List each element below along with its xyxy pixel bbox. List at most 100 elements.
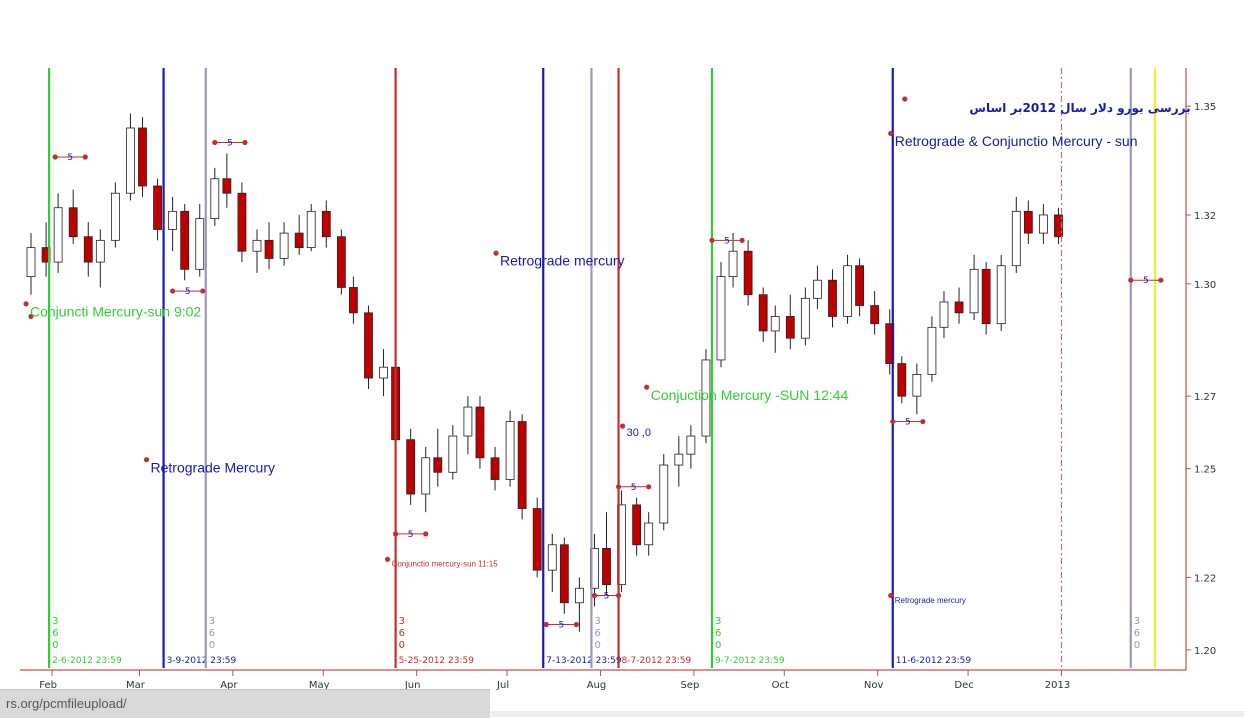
x-axis-tick-label: Jul [496, 680, 509, 691]
price-marker-label: 5 [604, 592, 610, 602]
candle-body [855, 265, 865, 306]
candle-body [252, 239, 262, 252]
candle-body [126, 127, 135, 194]
candle-body [770, 316, 780, 332]
event-line-marker: 3 [594, 616, 600, 627]
candle-body [53, 207, 63, 263]
candle-body [222, 178, 232, 194]
price-marker-dot [709, 237, 715, 243]
candle-body [574, 587, 584, 604]
candle-body [279, 232, 289, 259]
price-marker-dot [52, 154, 58, 160]
y-axis-tick-label: 1.32 [1194, 211, 1216, 222]
candle-body [153, 185, 162, 230]
annotation-text: Conjuncti Mercury-sun 9:02 [30, 303, 201, 319]
annotation-text: Conjunctio mercury-sun 11:15 [392, 560, 499, 569]
candle-body [785, 316, 795, 339]
candle-body [306, 210, 316, 248]
axes-layer: Feb Mar Apr May Jun Jul Aug Sep Oct Nov Dec 2013 1.3… [20, 68, 1216, 691]
y-axis-tick-label: 1.35 [1194, 102, 1216, 113]
x-axis-tick-label: Dec [954, 680, 973, 691]
event-line-date-label: 8-7-2012 23:59 [622, 656, 692, 666]
candle-body [813, 279, 822, 299]
candle-body [674, 453, 684, 466]
annotations-layer: Conjuncti Mercury-sun 9:02 Retrograde Mer… [23, 130, 1138, 605]
price-marker-dot [573, 621, 579, 628]
event-line-marker: 0 [399, 640, 405, 651]
event-line-marker: 6 [399, 628, 405, 639]
candle-body [505, 421, 515, 480]
y-axis-tick-label: 1.30 [1194, 280, 1216, 291]
event-line-date-label: 11-6-2012 23:59 [896, 656, 972, 666]
event-line-marker: 0 [594, 640, 600, 651]
candle-body [728, 250, 738, 277]
annotation-anchor-dot [888, 592, 894, 599]
chart-title: بررسی یورو دلار سال 2012بر اساس [969, 101, 1190, 116]
price-marker-label: 5 [631, 483, 637, 493]
price-marker-dot [615, 484, 622, 490]
annotation-anchor-dot [888, 130, 894, 137]
annotation-anchor-dot [902, 96, 908, 102]
browser-status-bar: rs.org/pcmfileupload/ [0, 689, 490, 718]
annotation-anchor-dot [28, 313, 34, 320]
candle-body [800, 297, 810, 339]
candle-body [180, 210, 190, 270]
status-url-text: rs.org/pcmfileupload/ [6, 696, 127, 711]
candle-body [686, 435, 696, 455]
candle-body [83, 236, 93, 263]
price-marker-dot [1128, 277, 1134, 283]
annotation-anchor-dot [493, 250, 499, 256]
price-markers-layer: 5 5 5 5 5 5 5 5 5 5 [28, 96, 1164, 631]
candle-body [843, 265, 852, 317]
candle-body [406, 439, 416, 495]
event-line-date-label: 3-9-2012 23:59 [167, 656, 237, 666]
candle-body [448, 435, 458, 473]
x-axis-tick-label: Nov [864, 680, 884, 691]
candle-body [981, 268, 991, 325]
y-axis-tick-label: 1.25 [1194, 465, 1216, 476]
price-marker-dot [242, 139, 248, 146]
candle-body [336, 236, 346, 288]
event-line-marker: 0 [715, 640, 721, 651]
candle-body [969, 268, 979, 314]
price-marker-label: 5 [408, 530, 414, 540]
event-line-marker: 0 [1134, 640, 1140, 651]
event-line-marker: 3 [1134, 616, 1140, 627]
candle-body [828, 279, 837, 317]
price-marker-dot [200, 288, 206, 294]
price-marker-label: 5 [1143, 276, 1149, 286]
event-line-marker: 6 [52, 628, 58, 639]
annotation-anchor-dot [644, 384, 650, 390]
price-marker-dot [646, 484, 652, 490]
candle-body [547, 544, 557, 571]
candle-body [138, 127, 147, 187]
candle-body [602, 548, 611, 586]
candle-body [1038, 214, 1048, 234]
candle-body [632, 504, 642, 546]
candle-body [996, 265, 1006, 325]
candle-body [264, 239, 274, 259]
candle-body [954, 301, 964, 314]
x-axis-tick-label: Oct [772, 680, 789, 691]
candle-body [475, 406, 485, 459]
candle-body [870, 305, 880, 325]
price-marker-dot [615, 592, 622, 599]
candle-body [237, 192, 247, 252]
event-line-marker: 3 [399, 616, 405, 627]
annotation-text: Retrograde mercury [500, 253, 625, 269]
candle-body [490, 457, 500, 480]
candle-body [517, 421, 527, 509]
price-marker-dot [392, 531, 399, 537]
x-axis-tick-label: May [309, 680, 330, 691]
event-line-marker: 0 [52, 640, 58, 651]
price-marker-dot [212, 139, 218, 146]
x-axis-tick-label: Jun [404, 680, 421, 691]
event-line-marker: 6 [594, 628, 600, 639]
y-axis-tick-label: 1.20 [1194, 646, 1216, 657]
candle-body [294, 232, 304, 248]
candle-body [644, 522, 654, 546]
x-axis-tick-label: Feb [39, 680, 57, 691]
candle-body [321, 210, 331, 238]
x-axis-tick-label: Apr [220, 680, 238, 691]
